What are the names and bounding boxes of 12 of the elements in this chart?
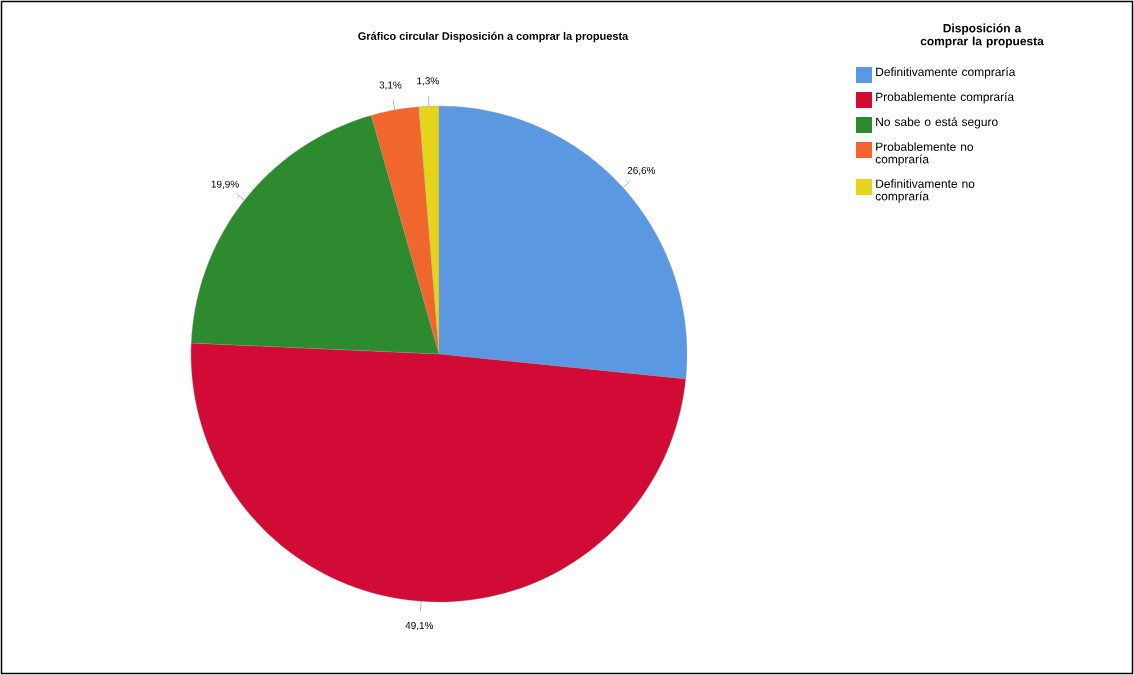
data-label: 1,3% xyxy=(417,77,439,86)
data-label: 19,9% xyxy=(211,180,239,189)
legend-label: No sabe o está seguro xyxy=(876,117,998,129)
legend-label: Probablemente no compraría xyxy=(875,142,974,166)
legend-label: Definitivamente compraría xyxy=(876,67,1016,79)
chart-title: Gráfico circular Disposición a comprar la propuesta xyxy=(358,31,629,43)
data-label: 3,1% xyxy=(379,81,402,90)
legend-label: Definitivamente no compraría xyxy=(875,179,975,203)
data-label: 26,6% xyxy=(627,166,656,176)
legend-label: Probablemente compraría xyxy=(876,92,1015,104)
legend-title: Disposición a comprar la propuesta xyxy=(920,23,1044,48)
data-label: 49,1% xyxy=(405,621,434,631)
